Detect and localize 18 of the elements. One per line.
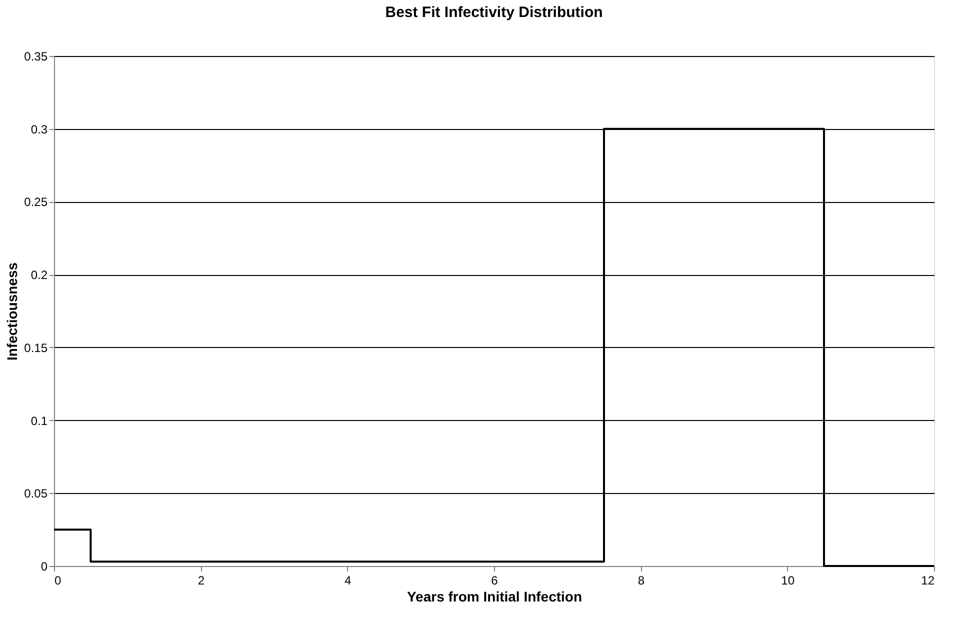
x-tick-label: 6 [491,574,498,588]
x-tick-label: 4 [344,574,352,588]
y-tick-label: 0.35 [24,50,48,64]
x-tick-label: 0 [54,574,62,588]
y-tick-label: 0.15 [24,340,48,355]
y-tick-label: 0 [40,560,48,574]
x-tick-label: 12 [921,574,935,588]
y-tick-label: 0.25 [24,195,48,210]
chart-title: Best Fit Infectivity Distribution [385,4,603,21]
x-tick-label: 8 [638,574,645,588]
x-tick-label: 2 [198,574,205,588]
x-tick-label: 10 [781,574,795,588]
x-axis-title: Years from Initial Infection [406,588,582,604]
y-tick-label: 0.3 [30,122,48,136]
y-tick-label: 0.1 [30,414,48,428]
y-tick-label: 0.05 [24,486,48,501]
y-tick-label: 0.2 [30,268,48,282]
y-axis-title: Infectiousness [4,262,20,361]
